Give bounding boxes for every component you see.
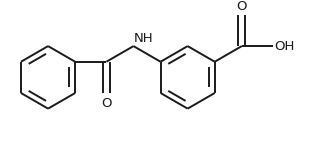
Text: NH: NH: [134, 32, 154, 45]
Text: O: O: [236, 0, 247, 13]
Text: OH: OH: [274, 40, 294, 53]
Text: O: O: [101, 97, 112, 110]
